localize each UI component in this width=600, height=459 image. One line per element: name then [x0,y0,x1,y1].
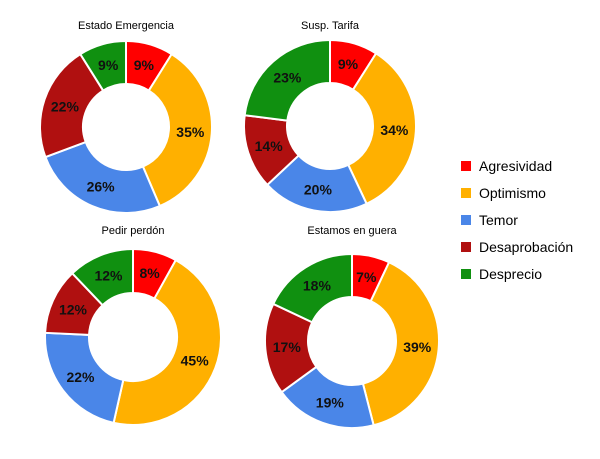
legend: Agresividad Optimismo Temor Desaprobación De… [461,158,573,282]
slice-label: 12% [59,302,88,318]
legend-label: Desprecio [479,266,542,282]
slice-label: 26% [87,178,116,194]
slice-label: 9% [134,57,155,73]
slice-label: 20% [304,181,333,197]
legend-swatch [461,161,471,171]
slice-label: 8% [139,265,160,281]
slice-label: 39% [403,339,432,355]
slice-label: 23% [273,70,302,86]
slice-desprecio [78,39,127,92]
slice-label: 9% [338,56,359,72]
slice-optimismo [346,52,417,206]
legend-label: Desaprobación [479,239,573,255]
chart-title: Pedir perdón [102,225,165,237]
legend-label: Agresividad [479,158,552,174]
slice-label: 19% [316,395,345,411]
slice-optimismo [361,260,440,427]
slice-label: 14% [255,138,284,154]
slice-label: 22% [51,98,80,114]
slice-label: 9% [98,57,119,73]
chart-title: Susp. Tarifa [301,20,360,32]
legend-swatch [461,242,471,252]
slice-label: 12% [94,268,123,284]
chart-title: Estado Emergencia [78,20,175,32]
donut-chart-3: Pedir perdón 8% 45% 22% 12% 12% [44,225,222,426]
slice-optimismo [141,52,213,208]
slice-label: 45% [181,353,210,369]
chart-title: Estamos en guera [307,225,397,237]
donut-chart-4: Estamos en guera 7% 39% 19% 17% 18% [264,225,440,429]
slice-label: 17% [273,339,302,355]
legend-label: Optimismo [479,185,546,201]
slice-label: 22% [66,369,95,385]
slice-temor [44,140,162,214]
slice-optimismo [112,258,222,426]
slice-label: 7% [356,269,377,285]
slice-desprecio [70,247,134,307]
legend-swatch [461,188,471,198]
slice-desprecio [243,38,331,122]
slice-label: 34% [380,122,409,138]
slice-desaprobación [39,52,105,159]
legend-label: Temor [479,212,518,228]
donut-chart-1: Estado Emergencia 9% 35% 26% 22% 9% [39,20,213,214]
slice-desprecio [271,252,353,324]
slice-label: 18% [303,278,332,294]
slice-label: 35% [176,124,205,140]
legend-swatch [461,215,471,225]
legend-swatch [461,269,471,279]
donut-chart-2: Susp. Tarifa 9% 34% 20% 14% 23% [243,20,417,213]
